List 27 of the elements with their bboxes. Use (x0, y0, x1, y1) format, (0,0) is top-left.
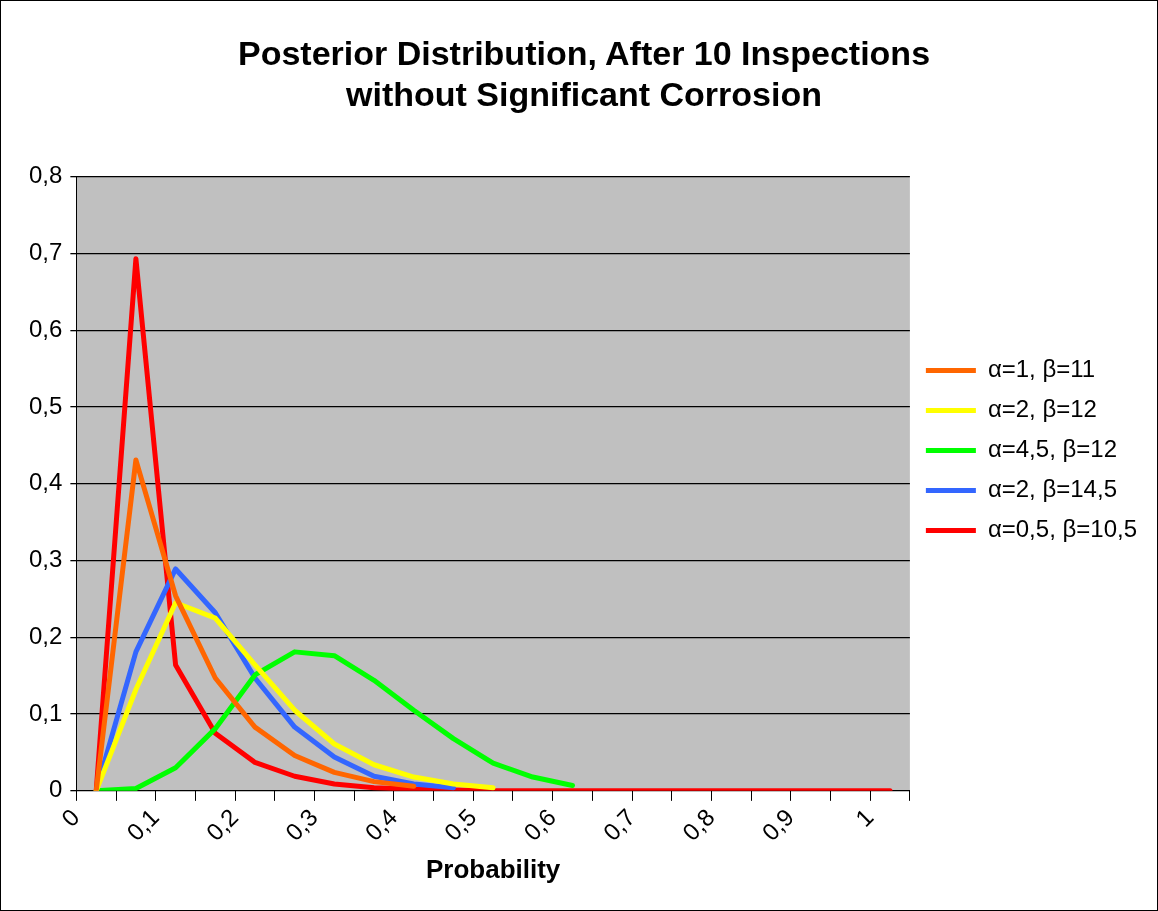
x-tick-label: 0,2 (200, 803, 244, 846)
y-tick-label: 0,6 (28, 314, 63, 342)
legend-label: α=4,5, β=12 (987, 435, 1117, 463)
y-tick-label: 0,3 (28, 545, 63, 573)
y-tick-label: 0,4 (28, 468, 63, 496)
x-tick-label: 0,1 (121, 803, 164, 846)
y-tick-label: 0,5 (28, 391, 63, 419)
x-tick-label: 0,8 (676, 803, 720, 846)
x-tick-label: 0 (56, 803, 85, 832)
legend-label: α=0,5, β=10,5 (987, 515, 1137, 543)
x-tick-label: 0,3 (280, 803, 323, 846)
legend-label: α=1, β=11 (987, 355, 1096, 383)
chart-title: Posterior Distribution, After 10 Inspections without Significant Corrosion (237, 33, 931, 113)
y-tick-label: 0,2 (28, 621, 63, 649)
y-tick-label: 0,1 (28, 698, 63, 726)
y-tick-label: 0,8 (28, 161, 63, 189)
x-tick-label: 0,7 (597, 803, 641, 846)
y-tick-label: 0,7 (28, 238, 63, 266)
x-tick-label: 0,9 (756, 803, 800, 846)
x-axis-title: Probability (425, 853, 561, 884)
y-tick-label: 0 (49, 775, 63, 803)
legend-label: α=2, β=12 (987, 395, 1097, 423)
x-tick-label: 1 (849, 803, 879, 832)
x-tick-label: 0,5 (438, 803, 482, 846)
x-tick-label: 0,4 (359, 803, 403, 846)
x-tick-label: 0,6 (518, 803, 561, 846)
legend-label: α=2, β=14,5 (987, 475, 1117, 503)
